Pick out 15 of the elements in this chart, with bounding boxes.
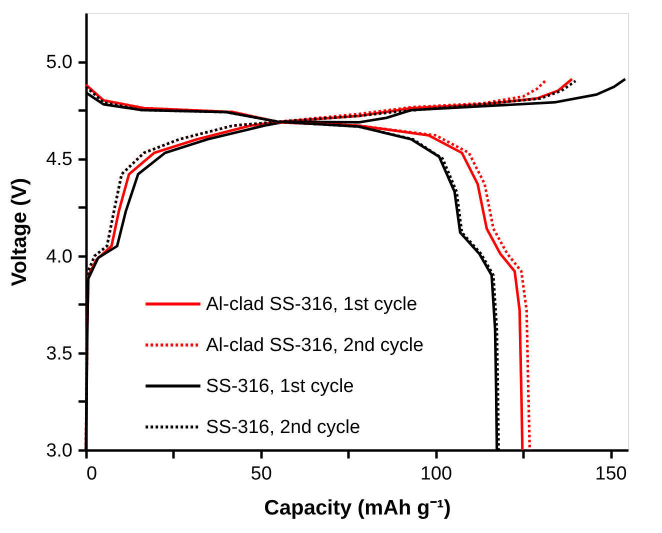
y-tick-label: 4.5 — [46, 149, 72, 170]
legend-label: Al-clad SS-316, 1st cycle — [206, 294, 418, 315]
y-axis-title: Voltage (V) — [8, 178, 32, 286]
y-tick-label: 3.0 — [46, 440, 72, 462]
y-tick-label: 4.0 — [46, 246, 72, 268]
y-tick-label: 5.0 — [46, 52, 72, 74]
x-axis-title: Capacity (mAh g⁻¹) — [264, 496, 451, 520]
x-tick-label: 100 — [420, 464, 452, 484]
legend-label: Al-clad SS-316, 2nd cycle — [206, 335, 424, 356]
legend-label: SS-316, 1st cycle — [206, 376, 354, 397]
x-tick-label: 150 — [595, 464, 627, 484]
x-tick-label: 0 — [86, 464, 98, 484]
legend-label: SS-316, 2nd cycle — [206, 417, 360, 438]
x-tick-label: 50 — [250, 464, 272, 484]
y-tick-label: 3.5 — [46, 343, 72, 364]
